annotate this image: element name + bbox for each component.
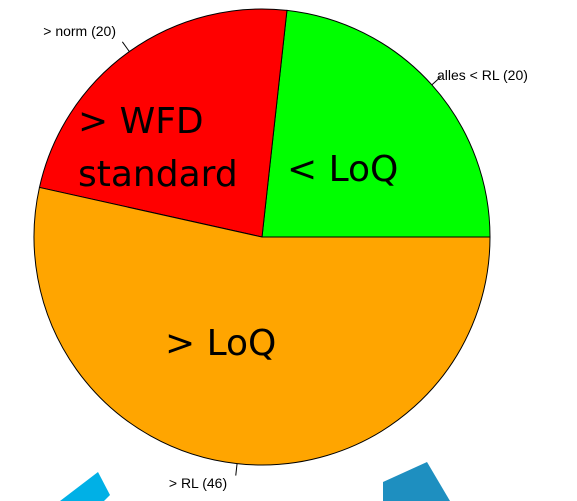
decorative-blue-shape-left	[60, 472, 110, 501]
pie-slice-2	[33, 186, 491, 466]
pie-slice-1	[38, 8, 288, 238]
slice-label-rl: > RL (46)	[169, 475, 227, 491]
decorative-blue-shape-right	[383, 462, 450, 501]
pie-slices	[33, 8, 491, 466]
overlay-label-loq-greater: > LoQ	[165, 323, 276, 364]
leader-line-0	[431, 76, 442, 86]
slice-label-norm: > norm (20)	[43, 23, 116, 39]
overlay-label-wfd-line1: > WFD	[78, 101, 204, 142]
leader-line-1	[121, 41, 130, 52]
overlay-label-loq-less: < LoQ	[287, 149, 398, 190]
pie-slice-0	[261, 9, 491, 238]
leader-lines	[121, 41, 442, 476]
overlay-label-wfd-line2: standard	[78, 154, 238, 195]
slice-label-alles-rl: alles < RL (20)	[437, 67, 528, 83]
leader-line-2	[235, 463, 238, 476]
